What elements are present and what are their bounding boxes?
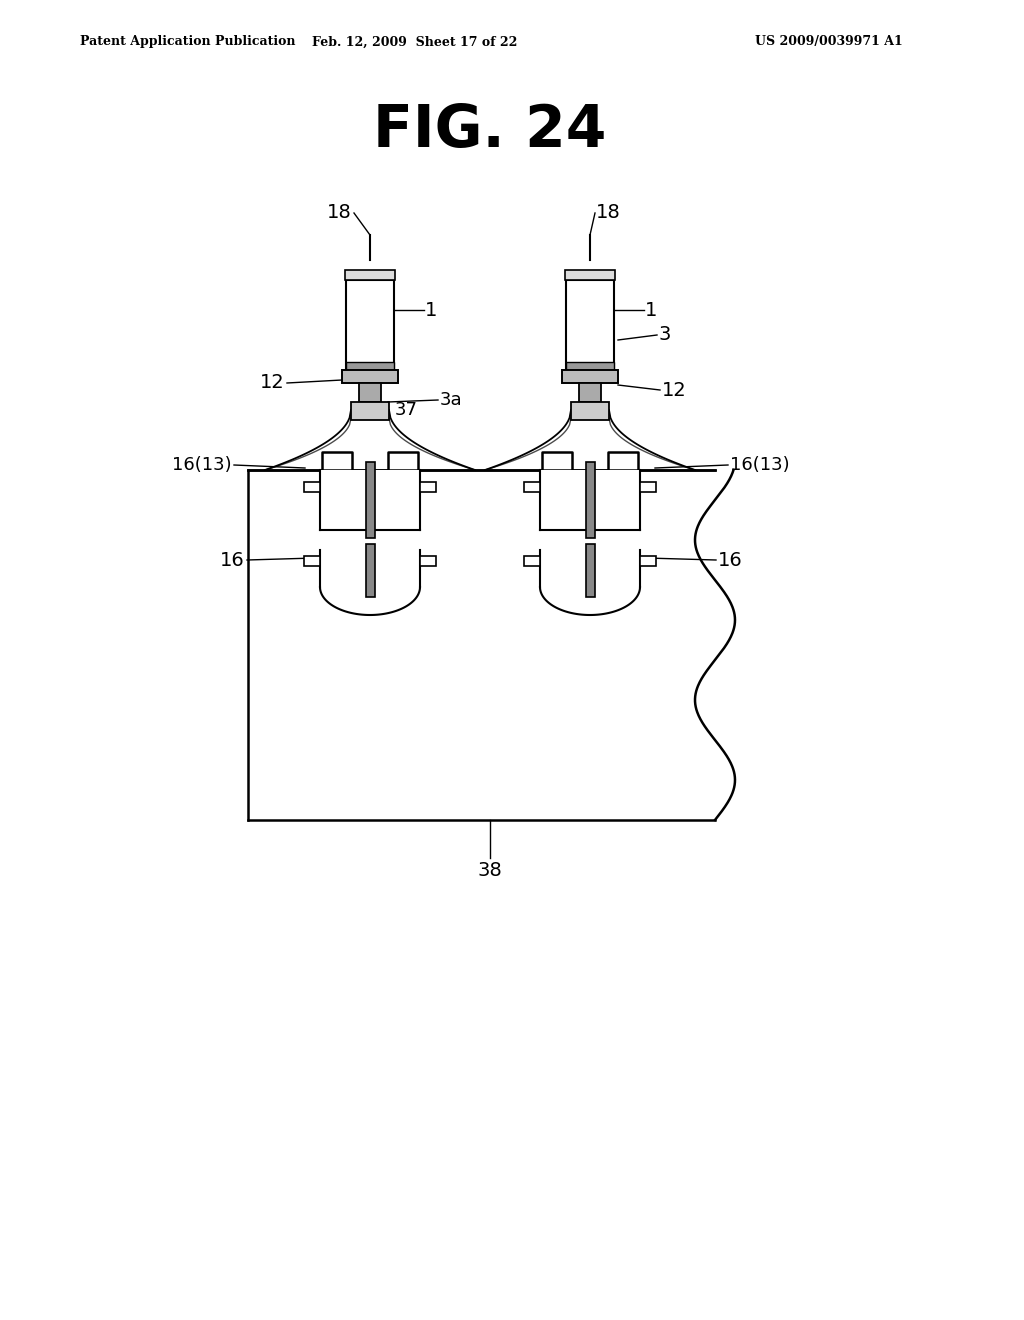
Polygon shape [366,544,375,597]
Text: US 2009/0039971 A1: US 2009/0039971 A1 [755,36,903,49]
Bar [566,362,614,370]
Text: 16: 16 [718,550,742,569]
Polygon shape [304,556,319,566]
Polygon shape [586,462,595,539]
Text: 3a: 3a [440,391,463,409]
Polygon shape [540,470,640,531]
Text: Feb. 12, 2009  Sheet 17 of 22: Feb. 12, 2009 Sheet 17 of 22 [312,36,518,49]
Polygon shape [319,470,420,531]
Bar [565,271,615,280]
Text: 18: 18 [596,202,621,222]
Bar [579,383,601,403]
Text: 37: 37 [395,401,418,418]
Polygon shape [524,482,540,492]
Bar [562,370,618,383]
Text: 1: 1 [645,301,657,319]
Polygon shape [640,556,656,566]
Text: FIG. 24: FIG. 24 [374,102,606,158]
Bar [571,403,609,420]
Text: 12: 12 [662,380,687,400]
Polygon shape [586,544,595,597]
Polygon shape [366,462,375,539]
Polygon shape [420,482,436,492]
Polygon shape [540,550,640,615]
Text: 38: 38 [477,861,503,879]
Text: 18: 18 [328,202,352,222]
Text: 12: 12 [260,374,285,392]
Polygon shape [248,470,740,820]
Text: 1: 1 [425,301,437,319]
Polygon shape [420,556,436,566]
Text: Patent Application Publication: Patent Application Publication [80,36,296,49]
Polygon shape [640,482,656,492]
Bar [346,362,394,370]
Bar [342,370,398,383]
Bar [351,403,389,420]
Polygon shape [304,482,319,492]
Polygon shape [524,556,540,566]
Polygon shape [319,550,420,615]
Bar [345,271,395,280]
Text: 3: 3 [658,326,671,345]
Bar [346,280,394,370]
Bar [359,383,381,403]
Text: 16(13): 16(13) [730,455,790,474]
Bar [566,280,614,370]
Text: 16(13): 16(13) [172,455,232,474]
Text: 16: 16 [220,550,245,569]
